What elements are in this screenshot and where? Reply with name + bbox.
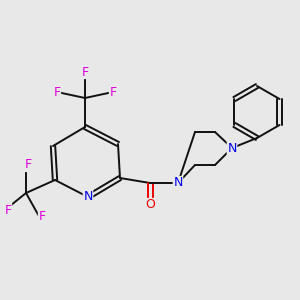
Text: F: F: [24, 158, 32, 172]
Text: F: F: [38, 209, 46, 223]
Text: N: N: [173, 176, 183, 190]
Text: O: O: [145, 199, 155, 212]
Text: F: F: [81, 65, 88, 79]
Text: N: N: [227, 142, 237, 154]
Text: N: N: [83, 190, 93, 203]
Text: F: F: [53, 85, 61, 98]
Text: F: F: [110, 85, 117, 98]
Text: F: F: [4, 203, 12, 217]
